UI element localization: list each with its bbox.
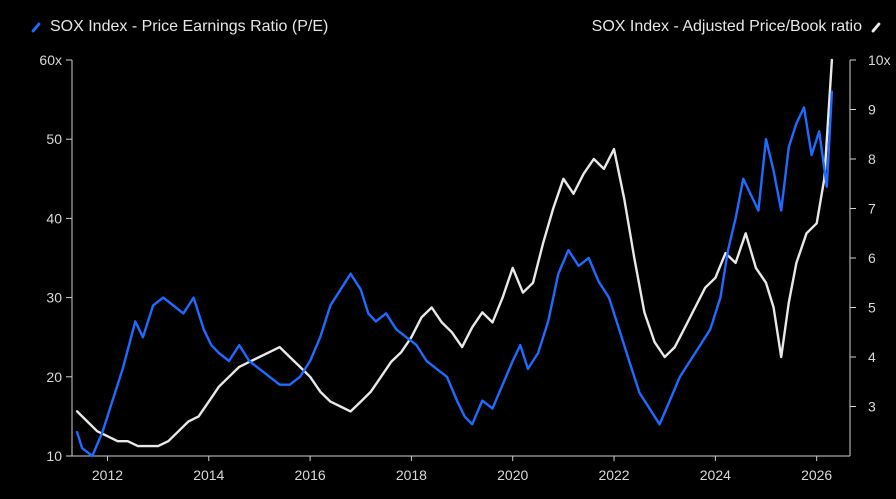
y-right-tick-label: 7: [868, 201, 876, 217]
x-tick-label: 2020: [497, 467, 528, 483]
y-right-tick-label: 8: [868, 151, 876, 167]
y-left-tick-label: 10: [46, 448, 62, 464]
series-pe-line: [75, 90, 834, 458]
legend-pb-label: SOX Index - Adjusted Price/Book ratio: [591, 18, 862, 35]
y-left-tick-label: 30: [46, 290, 62, 306]
x-tick-label: 2018: [396, 467, 427, 483]
y-right-tick-label: 9: [868, 102, 876, 118]
y-left-tick-label: 20: [46, 369, 62, 385]
y-left-tick-label: 60x: [39, 52, 62, 68]
legend-pb: SOX Index - Adjusted Price/Book ratio: [592, 18, 882, 36]
y-right-tick-label: 6: [868, 250, 876, 266]
y-right-tick-label: 4: [868, 349, 876, 365]
y-right-tick-label: 10x: [868, 52, 891, 68]
legend-pe-label: SOX Index - Price Earnings Ratio (P/E): [50, 18, 329, 35]
x-tick-label: 2014: [193, 467, 224, 483]
y-left-tick-label: 50: [46, 131, 62, 147]
x-tick-label: 2022: [598, 467, 629, 483]
series-pb-line: [75, 58, 834, 448]
x-tick-label: 2016: [295, 467, 326, 483]
x-tick-label: 2024: [700, 467, 731, 483]
chart-axes: [71, 60, 851, 457]
x-tick-label: 2012: [92, 467, 123, 483]
x-tick-label: 2026: [801, 467, 832, 483]
y-right-tick-label: 5: [868, 300, 876, 316]
legend-pb-swatch: [870, 21, 882, 33]
legend-pe: SOX Index - Price Earnings Ratio (P/E): [30, 18, 328, 36]
chart-ticks: 10 20 30 40 50 60x 3 4 5 6 7 8 9 10x 2012 2014 2016 2018 2…: [39, 52, 890, 483]
legend-pe-swatch: [30, 21, 42, 33]
y-left-tick-label: 40: [46, 210, 62, 226]
y-right-tick-label: 3: [868, 399, 876, 415]
chart-series-layer: [75, 58, 834, 458]
